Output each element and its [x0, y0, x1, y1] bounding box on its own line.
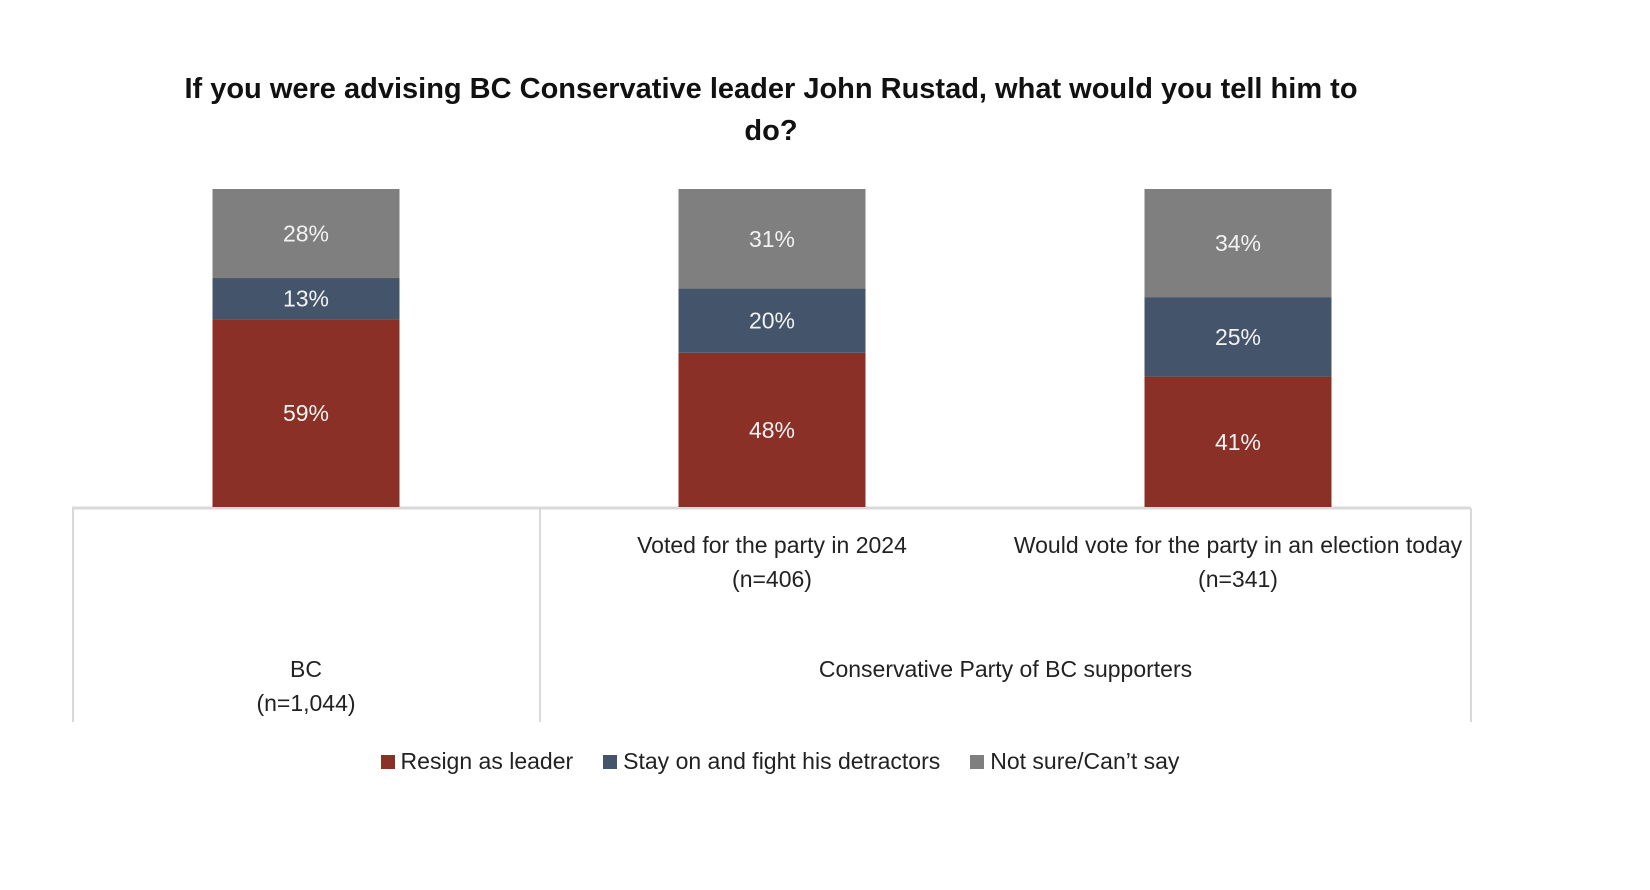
data-label: 48%	[749, 417, 795, 443]
data-label: 25%	[1215, 324, 1261, 350]
bar-segment	[212, 319, 400, 507]
data-label: 13%	[283, 286, 329, 312]
data-label: 34%	[1215, 230, 1261, 256]
group-label: Conservative Party of BC supporters	[818, 656, 1193, 682]
category-label-voted-2024: Voted for the party in 2024 (n=406)	[590, 528, 954, 596]
legend-swatch	[380, 754, 395, 769]
category-sample-size: (n=1,044)	[256, 690, 356, 716]
data-label: 20%	[749, 308, 795, 334]
data-label: 31%	[749, 226, 795, 252]
category-name: BC	[290, 656, 322, 682]
bar-segment	[678, 288, 866, 353]
bar-segment	[1144, 189, 1332, 298]
bar-segment	[212, 189, 400, 279]
category-label-bc: BC (n=1,044)	[73, 652, 539, 720]
legend-item-stay-on: Stay on and fight his detractors	[603, 748, 940, 775]
bar-segment	[212, 278, 400, 320]
category-name: Voted for the party in 2024	[637, 532, 907, 558]
bar-segment	[1144, 297, 1332, 377]
category-sample-size: (n=406)	[732, 566, 812, 592]
data-label: 59%	[283, 400, 329, 426]
bar-segment	[678, 189, 866, 289]
legend-swatch	[970, 754, 985, 769]
category-name: Would vote for the party in an election …	[1013, 532, 1463, 558]
category-sample-size: (n=341)	[1198, 566, 1278, 592]
bar-segment	[1144, 376, 1332, 507]
legend-item-resign: Resign as leader	[380, 748, 574, 775]
legend-item-not-sure: Not sure/Can’t say	[970, 748, 1179, 775]
legend-label: Resign as leader	[400, 748, 574, 774]
data-label: 41%	[1215, 429, 1261, 455]
category-label-would-vote-today: Would vote for the party in an election …	[1008, 528, 1468, 596]
legend-label: Stay on and fight his detractors	[623, 748, 941, 774]
chart-title: If you were advising BC Conservative lea…	[184, 73, 1358, 147]
bar-segment	[678, 352, 866, 507]
legend-label: Not sure/Can’t say	[990, 748, 1180, 774]
legend: Resign as leader Stay on and fight his d…	[0, 748, 1560, 775]
legend-swatch	[603, 754, 618, 769]
data-label: 28%	[283, 221, 329, 247]
